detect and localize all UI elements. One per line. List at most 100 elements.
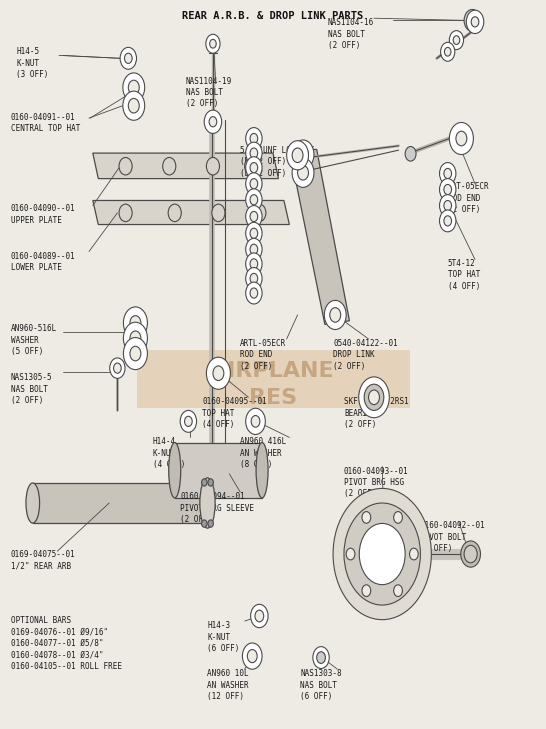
Circle shape — [246, 268, 262, 289]
Circle shape — [471, 17, 479, 27]
Circle shape — [317, 652, 325, 663]
Text: 0160-04094--01
PIVOT BRG SLEEVE
(2 OFF): 0160-04094--01 PIVOT BRG SLEEVE (2 OFF) — [180, 492, 254, 524]
Text: 0540-04122--01
DROP LINK
(2 OFF): 0540-04122--01 DROP LINK (2 OFF) — [333, 339, 398, 371]
Circle shape — [449, 122, 473, 155]
Text: ART-05ECR
ROD END
(2 OFF): ART-05ECR ROD END (2 OFF) — [448, 182, 489, 214]
Circle shape — [467, 14, 477, 27]
Text: 0160-04092--01
PIVOT BOLT
(2 OFF): 0160-04092--01 PIVOT BOLT (2 OFF) — [420, 521, 485, 553]
Circle shape — [168, 204, 181, 222]
Circle shape — [344, 503, 420, 605]
Circle shape — [444, 216, 452, 226]
Circle shape — [124, 53, 132, 63]
Circle shape — [394, 512, 402, 523]
Circle shape — [123, 322, 147, 354]
Circle shape — [440, 195, 456, 217]
Circle shape — [444, 200, 452, 211]
Circle shape — [292, 158, 314, 187]
Text: H14-4
K-NUT
(4 OFF): H14-4 K-NUT (4 OFF) — [153, 437, 185, 469]
Circle shape — [292, 148, 303, 163]
Circle shape — [208, 479, 213, 486]
Circle shape — [246, 408, 265, 434]
Circle shape — [246, 282, 262, 304]
Text: AN960 10L
AN WASHER
(12 OFF): AN960 10L AN WASHER (12 OFF) — [207, 669, 249, 701]
Circle shape — [317, 652, 325, 663]
Circle shape — [130, 346, 141, 361]
Text: NAS1305-5
NAS BOLT
(2 OFF): NAS1305-5 NAS BOLT (2 OFF) — [11, 373, 52, 405]
Circle shape — [201, 520, 207, 527]
Circle shape — [120, 47, 136, 69]
Circle shape — [369, 390, 379, 405]
Circle shape — [250, 148, 258, 158]
Polygon shape — [93, 200, 289, 225]
Circle shape — [464, 9, 480, 31]
Circle shape — [208, 520, 213, 527]
Circle shape — [206, 34, 220, 53]
Text: H14-5
K-NUT
(3 OFF): H14-5 K-NUT (3 OFF) — [16, 47, 49, 79]
Circle shape — [440, 179, 456, 200]
Circle shape — [245, 157, 258, 175]
Circle shape — [114, 363, 121, 373]
Circle shape — [461, 541, 480, 567]
Circle shape — [246, 253, 262, 275]
Circle shape — [250, 163, 258, 173]
Circle shape — [466, 10, 484, 34]
Circle shape — [453, 36, 460, 44]
Circle shape — [180, 410, 197, 432]
Circle shape — [110, 358, 125, 378]
Circle shape — [246, 238, 262, 260]
Circle shape — [394, 585, 402, 596]
Circle shape — [246, 189, 262, 211]
Text: NAS1303-8
NAS BOLT
(6 OFF): NAS1303-8 NAS BOLT (6 OFF) — [300, 669, 342, 701]
Circle shape — [292, 140, 314, 169]
Circle shape — [185, 416, 192, 426]
Text: 0160-04090--01
UPPER PLATE: 0160-04090--01 UPPER PLATE — [11, 204, 76, 225]
Circle shape — [362, 512, 371, 523]
Circle shape — [444, 184, 452, 195]
Text: SKF 61903-2RS1
BEARING
(2 OFF): SKF 61903-2RS1 BEARING (2 OFF) — [344, 397, 409, 429]
Circle shape — [346, 548, 355, 560]
Circle shape — [359, 523, 405, 585]
Circle shape — [250, 195, 258, 205]
Circle shape — [251, 604, 268, 628]
Ellipse shape — [200, 478, 215, 528]
Circle shape — [440, 210, 456, 232]
Circle shape — [330, 308, 341, 322]
Circle shape — [359, 377, 389, 418]
Circle shape — [250, 179, 258, 189]
Circle shape — [444, 47, 451, 56]
Text: 0160-04089--01
LOWER PLATE: 0160-04089--01 LOWER PLATE — [11, 252, 76, 272]
Text: NAS1104-19
NAS BOLT
(2 OFF): NAS1104-19 NAS BOLT (2 OFF) — [186, 77, 232, 109]
Circle shape — [119, 157, 132, 175]
Text: RES: RES — [249, 388, 297, 408]
Circle shape — [123, 73, 145, 102]
Circle shape — [251, 416, 260, 427]
Circle shape — [213, 366, 224, 381]
Circle shape — [405, 147, 416, 161]
Ellipse shape — [256, 443, 268, 498]
Circle shape — [123, 307, 147, 339]
Circle shape — [119, 204, 132, 222]
Polygon shape — [93, 153, 278, 179]
Text: OPTIONAL BARS
0169-04076--01 Ø9/16"
0160-04077--01 Ø5/8"
0160-04078--01 Ø3/4"
01: OPTIONAL BARS 0169-04076--01 Ø9/16" 0160… — [11, 616, 122, 671]
Circle shape — [209, 117, 217, 127]
Circle shape — [123, 91, 145, 120]
Text: 5T4-12
TOP HAT
(4 OFF): 5T4-12 TOP HAT (4 OFF) — [448, 259, 480, 291]
Text: ARTL-05ECR
ROD END
(2 OFF): ARTL-05ECR ROD END (2 OFF) — [240, 339, 287, 371]
Circle shape — [298, 165, 308, 180]
Circle shape — [163, 157, 176, 175]
Polygon shape — [289, 149, 349, 324]
Circle shape — [247, 650, 257, 663]
Circle shape — [250, 211, 258, 222]
Circle shape — [246, 128, 262, 149]
Circle shape — [410, 548, 418, 560]
Text: H14-3
K-NUT
(6 OFF): H14-3 K-NUT (6 OFF) — [207, 621, 240, 653]
Text: AN960-516L
WASHER
(5 OFF): AN960-516L WASHER (5 OFF) — [11, 324, 57, 356]
Text: 0160-04091--01
CENTRAL TOP HAT: 0160-04091--01 CENTRAL TOP HAT — [11, 113, 80, 133]
Circle shape — [130, 331, 141, 346]
Text: AN960 416L
AN WASHER
(8 OFF): AN960 416L AN WASHER (8 OFF) — [240, 437, 287, 469]
Circle shape — [333, 488, 431, 620]
Circle shape — [287, 141, 308, 170]
Circle shape — [212, 204, 225, 222]
Circle shape — [441, 42, 455, 61]
Circle shape — [246, 173, 262, 195]
